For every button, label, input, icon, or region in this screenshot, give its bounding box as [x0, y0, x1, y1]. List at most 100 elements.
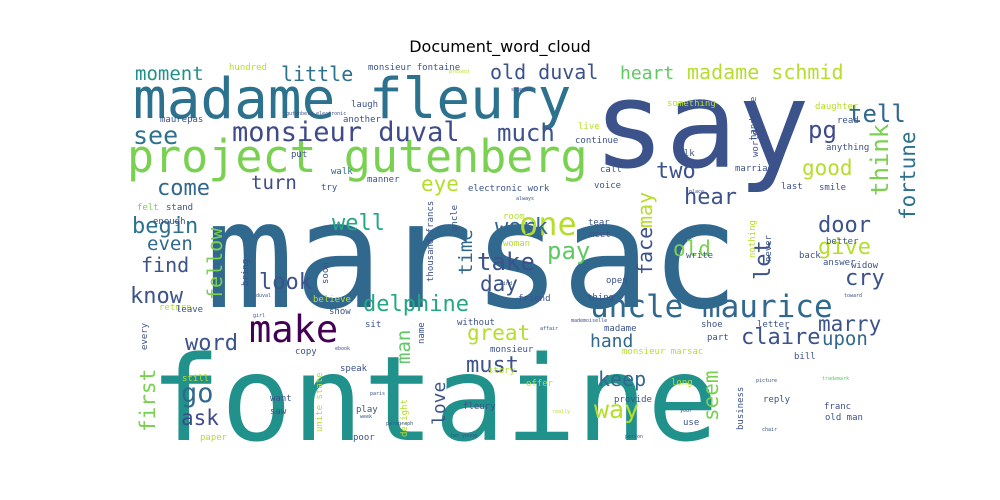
word-provide: provide — [614, 395, 652, 405]
word-fellow: fellow — [203, 227, 227, 300]
word-business: business — [736, 387, 746, 430]
word-want: want — [270, 394, 292, 404]
word-find: find — [141, 253, 189, 277]
word-old-duval: old duval — [490, 60, 598, 84]
word-nothing: nothing — [748, 220, 758, 258]
word-voice: voice — [594, 181, 621, 191]
word-word: word — [185, 331, 238, 356]
word-project-gutenberg: project gutenberg — [127, 130, 588, 183]
word-laugh: laugh — [351, 100, 378, 110]
word-paper: paper — [200, 433, 228, 443]
word-work: work — [495, 215, 548, 240]
word-little: little — [281, 62, 353, 86]
word-first: first — [136, 369, 160, 432]
word-enough: enough — [153, 217, 186, 227]
word-fontaine: fontaine — [150, 330, 718, 468]
word-access: access — [689, 127, 707, 133]
word-paragraph: paragraph — [386, 421, 413, 427]
word-unite-state: unite state — [315, 372, 325, 432]
word-place: place — [689, 189, 704, 195]
word-meet: meet — [589, 230, 611, 240]
word-trademark: trademark — [822, 376, 849, 382]
word-name: name — [417, 322, 427, 344]
word-daughter: daughter — [815, 102, 859, 112]
word-uncle-maurice: uncle maurice — [590, 289, 833, 325]
word-smile: smile — [819, 183, 846, 193]
word-know: know — [130, 284, 184, 309]
word-suppose: suppose — [511, 87, 532, 93]
word-stand: stand — [166, 203, 193, 213]
word-hundred: hundred — [229, 63, 267, 73]
word-anything: anything — [826, 143, 869, 153]
word-poor: poor — [353, 433, 375, 443]
word-mademoiselle: mademoiselle — [571, 318, 607, 324]
word-room: room — [503, 212, 525, 222]
word-madame-schmid: madame schmid — [687, 60, 844, 84]
word-seem: seem — [699, 370, 723, 421]
word-mind: mind — [500, 281, 512, 287]
word-reply: reply — [763, 395, 791, 405]
word-affair: affair — [540, 326, 558, 332]
word-bill: bill — [794, 352, 816, 362]
word-another: another — [343, 115, 382, 125]
word-come: come — [157, 176, 210, 201]
word-may: may — [633, 192, 657, 228]
word-world: world — [751, 130, 761, 157]
word-say: say — [593, 57, 810, 196]
word-woman: woman — [503, 239, 530, 249]
word-handsome: handsome — [749, 97, 759, 140]
word-never: never — [764, 234, 774, 262]
word-back: back — [799, 251, 821, 261]
word-eye: eye — [421, 172, 459, 196]
word-duval: duval — [256, 293, 271, 299]
word-bring: bring — [241, 259, 251, 286]
word-tell: tell — [848, 100, 906, 128]
word-part: part — [707, 333, 729, 343]
word-turn: turn — [251, 172, 297, 194]
word-shoe: shoe — [701, 320, 723, 330]
word-always: always — [516, 196, 534, 202]
word-begin: begin — [132, 214, 198, 239]
word-claire: claire — [741, 325, 820, 350]
word-think: think — [866, 123, 894, 196]
word-heart: heart — [620, 63, 674, 84]
word-open: open — [606, 276, 628, 286]
word-leave: leave — [176, 305, 203, 315]
word-your: your — [680, 408, 692, 414]
word-believe: believe — [313, 295, 351, 305]
word-widow: widow — [851, 261, 879, 271]
word-franc: franc — [824, 402, 851, 412]
word-love: love — [429, 382, 450, 425]
word-paris: paris — [370, 391, 385, 397]
word-maurepas: maurepas — [160, 115, 203, 125]
word-felt: felt — [137, 203, 159, 213]
word-fortune: fortune — [896, 131, 920, 220]
word-delight: delight — [400, 399, 410, 437]
word-must: must — [466, 353, 519, 378]
word-two: two — [656, 159, 696, 184]
word-pay: pay — [547, 237, 590, 265]
word-monsieur: monsieur — [490, 345, 534, 355]
chart-title: Document_word_cloud — [409, 37, 591, 57]
word-story: story — [488, 366, 516, 376]
word-upon: upon — [822, 328, 868, 350]
word-ebook: ebook — [335, 346, 350, 352]
word-girl: girl — [253, 313, 265, 319]
word-well: well — [332, 211, 385, 236]
word-better: better — [826, 237, 859, 247]
word-electronic-work: electronic work — [468, 184, 550, 194]
word-moment: moment — [135, 63, 204, 85]
word-thousand-francs: thousand francs — [426, 201, 436, 282]
word-marriage: marriage — [735, 164, 778, 174]
word-tear: tear — [588, 218, 610, 228]
word-old-man: old man — [825, 413, 863, 423]
word-give: give — [818, 235, 871, 260]
word-day: day — [480, 272, 518, 296]
word-return: return — [159, 303, 192, 313]
word-speak: speak — [340, 364, 368, 374]
word-man: man — [393, 330, 415, 364]
word-time: time — [455, 229, 477, 275]
word-fleury: fleury — [463, 402, 496, 412]
word-thing: thing — [587, 293, 614, 303]
word-walk: walk — [331, 167, 353, 177]
